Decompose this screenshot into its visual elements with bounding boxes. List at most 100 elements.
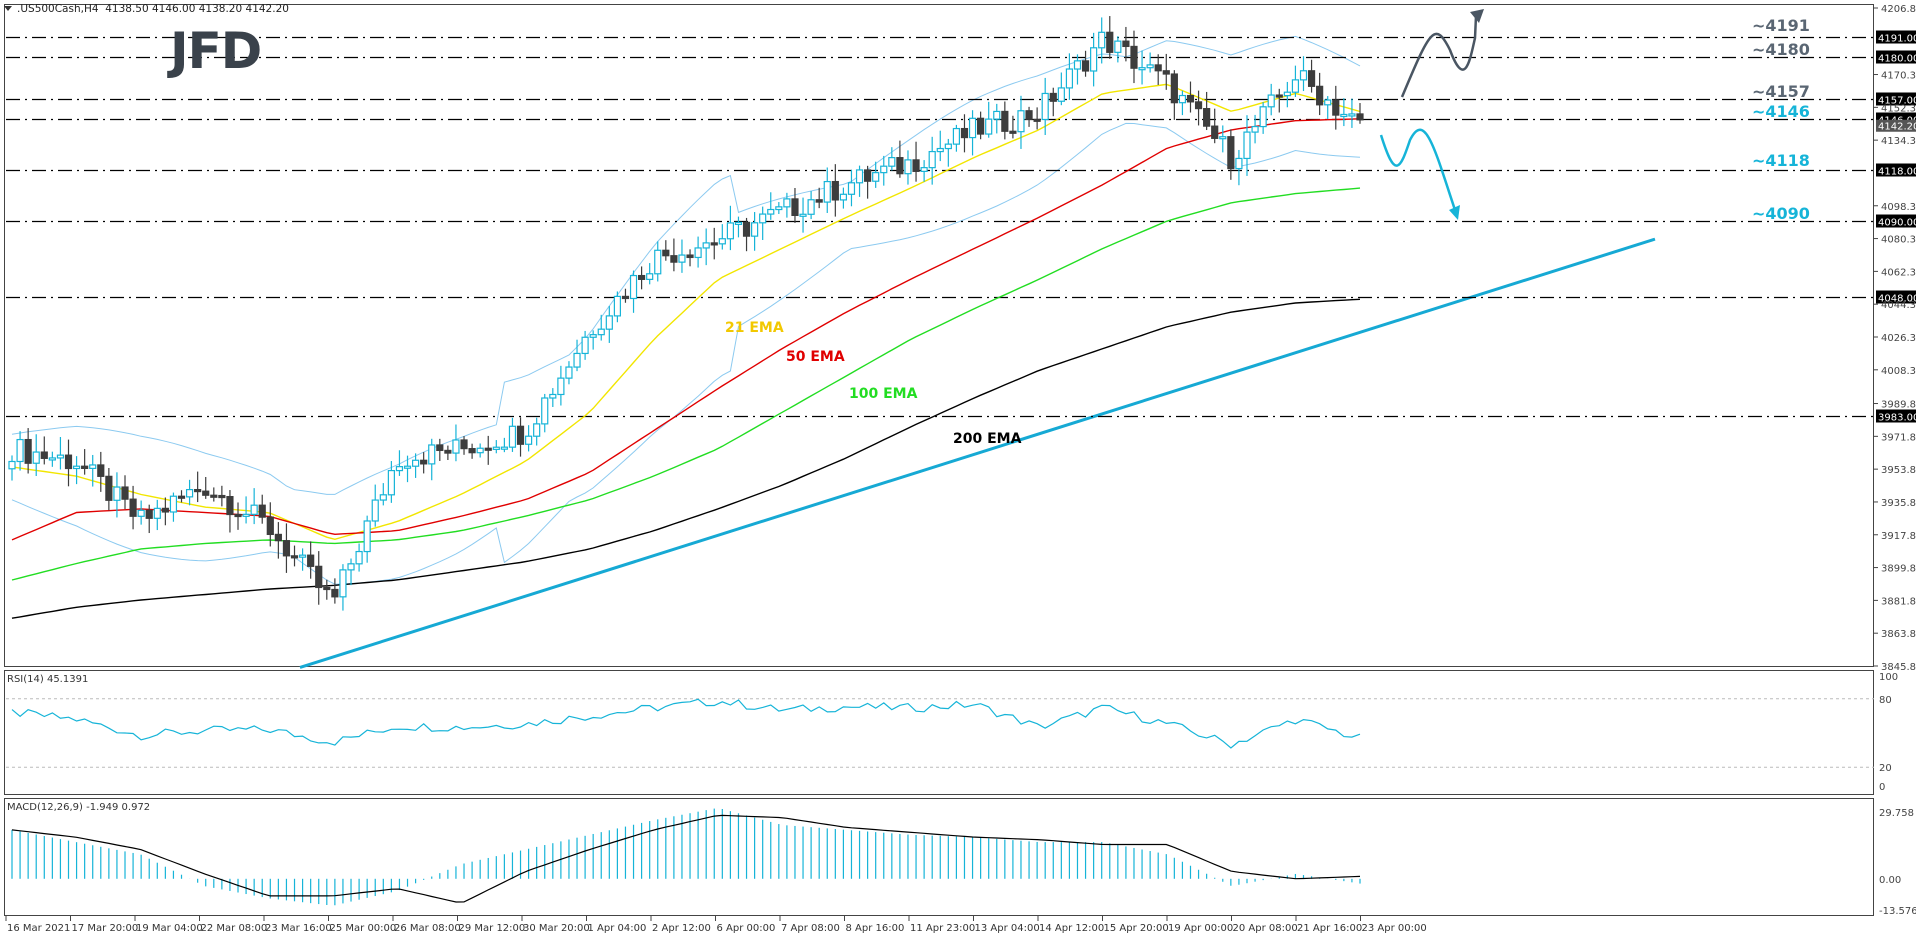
price-tick-label: 3953.80	[1881, 465, 1916, 476]
time-tick-label: 26 Mar 08:00	[394, 923, 461, 934]
candle	[1098, 17, 1106, 64]
candle-body	[718, 238, 726, 245]
candle-body	[1049, 92, 1057, 102]
candle-body	[500, 446, 508, 450]
support-trendline[interactable]	[299, 237, 1656, 669]
candle-body	[1227, 136, 1235, 170]
candle-body	[153, 507, 161, 519]
time-tick-label: 22 Mar 08:00	[201, 923, 268, 934]
candle-body	[24, 438, 32, 464]
ema50-label: 50 EMA	[786, 349, 845, 365]
candle-body	[387, 469, 395, 496]
candle-body	[928, 150, 936, 169]
level-axis-label: 4118.00	[1878, 167, 1916, 178]
candle	[1106, 16, 1114, 59]
candle	[177, 490, 186, 503]
price-tick-label: 3971.80	[1881, 432, 1916, 443]
candle	[686, 249, 694, 267]
rsi-axis-label: 20	[1879, 763, 1892, 774]
candle	[395, 450, 404, 476]
candle	[185, 479, 194, 506]
candle	[565, 361, 573, 385]
candle	[508, 417, 517, 452]
candle	[541, 393, 549, 433]
candle	[936, 130, 944, 162]
symbol-header[interactable]: .US500Cash,H4 4138.50 4146.00 4138.20 41…	[4, 3, 289, 15]
rsi-title: RSI(14) 45.1391	[7, 674, 89, 685]
candle-body	[1219, 136, 1227, 140]
candle	[1081, 50, 1090, 77]
horizontal-levels[interactable]: 4191.004180.004157.004146.004118.004090.…	[6, 30, 1916, 424]
candle-body	[726, 222, 734, 240]
candle-body	[864, 169, 872, 182]
candle	[379, 483, 387, 506]
candle-body	[307, 554, 315, 567]
candle	[428, 438, 436, 481]
candle-body	[896, 157, 904, 175]
candle	[1025, 106, 1033, 127]
time-tick-label: 17 Mar 20:00	[72, 923, 139, 934]
candle	[872, 161, 880, 188]
candle-body	[904, 159, 912, 175]
jfd-logo: JFD	[170, 26, 262, 76]
candle	[81, 449, 89, 475]
candle-body	[686, 254, 694, 259]
candle-body	[290, 555, 299, 559]
candle	[646, 263, 654, 285]
logo-text: JFD	[170, 22, 262, 80]
candle-body	[282, 540, 291, 557]
candle	[968, 110, 977, 156]
candle-body	[702, 242, 710, 249]
candle-body	[1299, 70, 1308, 81]
time-tick-label: 20 Apr 08:00	[1233, 923, 1298, 934]
candle	[718, 224, 726, 250]
candle	[1348, 98, 1356, 128]
candle	[589, 330, 597, 350]
candle	[880, 155, 888, 186]
candle	[1299, 56, 1308, 92]
current-price-badge	[1876, 119, 1916, 132]
candle	[533, 417, 541, 446]
candle	[629, 270, 638, 313]
candle	[847, 169, 856, 207]
price-axis: 4206.80 4170.30 4152.30 4134.30 4098.30 4080.…	[1874, 4, 1916, 673]
rsi-axis-label: 0	[1879, 782, 1885, 793]
candle	[153, 499, 161, 531]
candle	[1235, 149, 1243, 186]
candle-body	[1025, 110, 1033, 120]
candle	[912, 141, 920, 182]
candle-body	[234, 513, 242, 518]
candle-body	[403, 465, 412, 469]
candle-body	[638, 274, 646, 280]
candle	[387, 461, 395, 503]
candle	[282, 523, 291, 573]
macd-panel-frame	[4, 798, 1874, 916]
price-tick-label: 4098.30	[1881, 202, 1916, 213]
trendline[interactable]	[299, 237, 1656, 669]
time-tick-label: 11 Apr 23:00	[910, 923, 975, 934]
candle	[24, 428, 32, 474]
level-axis-badge	[1876, 30, 1916, 44]
candle-body	[274, 533, 282, 542]
candle-body	[759, 213, 767, 224]
candle	[783, 192, 791, 218]
level-axis-label: 3983.00	[1878, 413, 1916, 424]
level-axis-badge	[1876, 214, 1916, 228]
candle	[516, 417, 525, 457]
rsi-panel-frame	[4, 670, 1874, 795]
candle	[855, 165, 864, 197]
candle-body	[420, 459, 428, 465]
candle-body	[516, 425, 525, 445]
candle	[1065, 53, 1074, 100]
candle-body	[1356, 113, 1364, 121]
dropdown-triangle-icon[interactable]	[4, 6, 12, 11]
candle	[323, 579, 331, 600]
price-tick-label: 3989.80	[1881, 400, 1916, 411]
price-tick-label: 3917.80	[1881, 531, 1916, 542]
candle-body	[298, 554, 307, 558]
candle	[694, 236, 702, 268]
level-label-4180: ~4180	[1752, 40, 1810, 59]
time-tick-label: 19 Mar 04:00	[136, 923, 203, 934]
